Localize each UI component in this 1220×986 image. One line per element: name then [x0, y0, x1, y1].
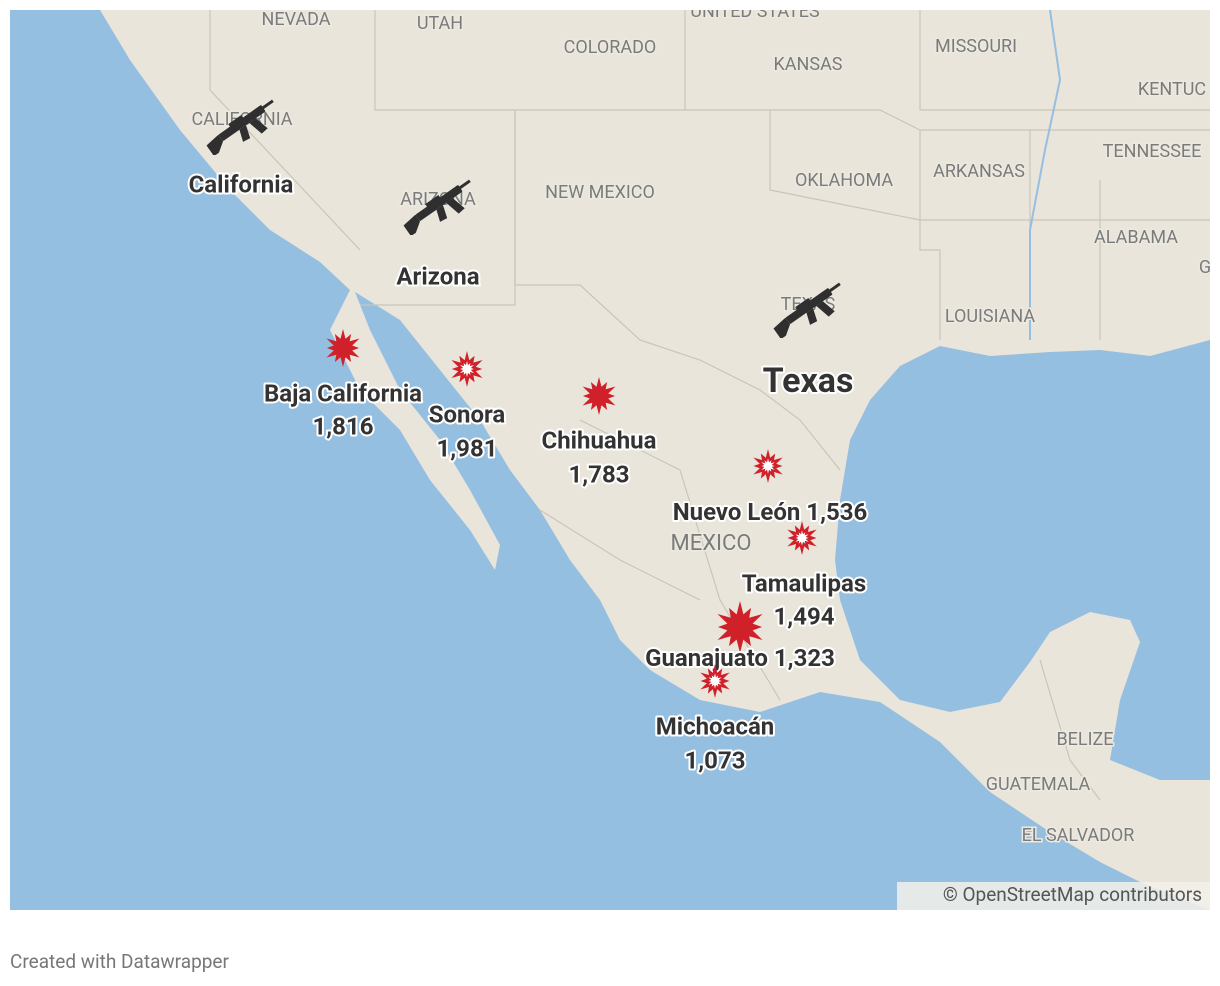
explosion-core	[708, 673, 722, 689]
marker-value: 1,816	[313, 412, 374, 440]
attribution-bg	[897, 882, 1210, 910]
region-label: UTAH	[417, 13, 463, 34]
marker-value: 1,536	[806, 498, 867, 526]
region-labels: NEVADA UTAH UNITED STATES COLORADO KANSAS MIS…	[190, 1, 1211, 847]
region-label: ALABAMA	[1094, 227, 1178, 248]
region-label: MISSOURI	[935, 36, 1017, 57]
region-label: KANSAS	[774, 54, 843, 75]
state-label: California	[189, 170, 294, 198]
region-label: G	[1199, 257, 1211, 278]
region-label: KENTUC	[1138, 79, 1206, 100]
explosion-core	[761, 458, 775, 474]
marker-name: Chihuahua	[542, 426, 657, 454]
map: NEVADA UTAH UNITED STATES COLORADO KANSAS MIS…	[10, 1, 1211, 910]
explosion-core	[795, 530, 809, 546]
region-label: MEXICO	[671, 531, 752, 556]
state-label: Texas	[763, 361, 854, 401]
marker-name: Guanajuato	[645, 644, 768, 672]
region-label: BELIZE	[1056, 729, 1113, 750]
region-label: OKLAHOMA	[795, 170, 893, 191]
region-label: ARKANSAS	[933, 161, 1025, 182]
state-label: Arizona	[396, 262, 479, 290]
region-label: TENNESSEE	[1103, 141, 1202, 162]
marker-value: 1,494	[774, 602, 835, 630]
explosion-marker	[326, 329, 360, 367]
marker-value: 1,073	[685, 746, 746, 774]
marker-value: 1,323	[774, 644, 835, 672]
marker-name: Tamaulipas	[742, 569, 866, 597]
region-label: UNITED STATES	[690, 1, 820, 22]
region-label: COLORADO	[564, 37, 657, 58]
region-label: NEVADA	[262, 9, 331, 30]
region-label: LOUISIANA	[945, 306, 1036, 327]
region-label: NEW MEXICO	[545, 182, 655, 203]
marker-label: Guanajuato 1,323	[645, 644, 835, 672]
marker-name: Sonora	[429, 400, 506, 428]
marker-value: 1,783	[569, 460, 630, 488]
region-label: EL SALVADOR	[1022, 825, 1135, 846]
marker-value: 1,981	[437, 434, 498, 462]
marker-name: Baja California	[264, 379, 422, 407]
footer: Created with Datawrapper	[10, 950, 229, 973]
marker-label: Nuevo León 1,536	[673, 498, 868, 526]
marker-name: Nuevo León	[673, 498, 801, 526]
explosion-core	[460, 360, 474, 378]
explosion-marker	[582, 377, 616, 415]
explosion-marker	[717, 601, 763, 653]
region-label: GUATEMALA	[986, 774, 1091, 795]
marker-name: Michoacán	[656, 712, 775, 740]
attribution: © OpenStreetMap contributors	[943, 883, 1202, 906]
basemap	[10, 10, 1210, 910]
